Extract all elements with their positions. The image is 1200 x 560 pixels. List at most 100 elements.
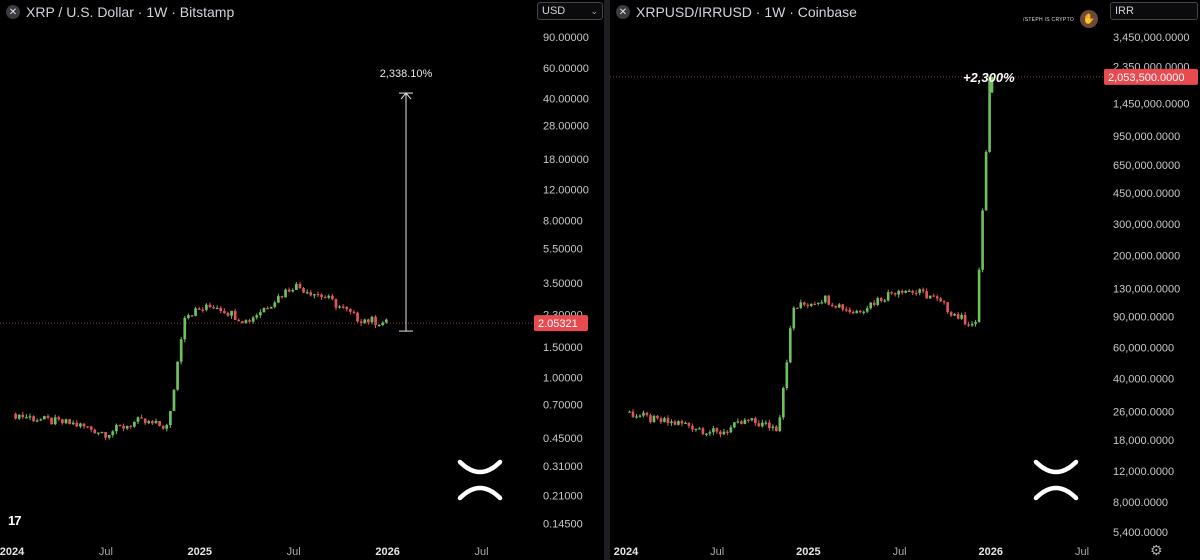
candle bbox=[921, 289, 925, 292]
panel-divider[interactable] bbox=[604, 0, 610, 560]
candle bbox=[57, 417, 61, 420]
candle bbox=[259, 312, 262, 316]
candle bbox=[740, 421, 743, 424]
y-tick-label: 0.14500 bbox=[543, 519, 583, 531]
candle bbox=[631, 411, 635, 417]
y-tick-label: 0.70000 bbox=[543, 400, 583, 412]
y-tick-label: 90.00000 bbox=[543, 32, 589, 44]
candle bbox=[68, 419, 71, 425]
candle bbox=[100, 432, 104, 434]
y-tick-label: 40,000.0000 bbox=[1113, 374, 1174, 386]
candle bbox=[834, 305, 838, 308]
gain-annotation: +2,300% bbox=[963, 70, 1015, 85]
candle bbox=[219, 307, 223, 312]
candle bbox=[158, 420, 161, 426]
close-icon[interactable]: ✕ bbox=[6, 5, 20, 19]
candle bbox=[277, 296, 280, 303]
candle bbox=[359, 321, 363, 323]
candle bbox=[673, 421, 677, 425]
candle bbox=[75, 422, 79, 427]
candle bbox=[733, 422, 736, 428]
candle bbox=[287, 289, 291, 292]
candle bbox=[151, 421, 154, 424]
close-icon[interactable]: ✕ bbox=[616, 5, 630, 19]
candle bbox=[248, 320, 251, 322]
candle bbox=[381, 322, 385, 325]
candle bbox=[886, 292, 890, 301]
gear-icon[interactable]: ⚙ bbox=[1150, 542, 1163, 558]
candle bbox=[816, 302, 820, 304]
candle bbox=[244, 320, 248, 324]
measure-label: 2,338.10% bbox=[380, 68, 433, 80]
candle bbox=[942, 301, 946, 303]
candle bbox=[295, 283, 298, 291]
candle bbox=[820, 302, 824, 304]
right-chart-panel: ✕ XRPUSD/IRRUSD · 1W · Coinbase /STEPH I… bbox=[610, 0, 1200, 560]
candle bbox=[883, 300, 887, 302]
candle bbox=[747, 419, 750, 421]
xrp-logo-icon bbox=[1033, 459, 1079, 501]
candle bbox=[956, 314, 960, 319]
y-tick-label: 8,000.0000 bbox=[1113, 497, 1168, 509]
candle bbox=[879, 298, 883, 301]
y-tick-label: 12.00000 bbox=[543, 185, 589, 197]
y-tick-label: 60.00000 bbox=[543, 63, 589, 75]
candle bbox=[736, 421, 740, 423]
candle bbox=[893, 293, 897, 295]
candle bbox=[698, 428, 701, 430]
candle bbox=[977, 269, 981, 322]
candle bbox=[642, 412, 645, 416]
candle bbox=[960, 314, 963, 319]
candle bbox=[349, 309, 352, 312]
candle bbox=[384, 319, 388, 323]
x-tick-label: Jul bbox=[474, 546, 488, 558]
candle bbox=[93, 429, 97, 434]
right-chart-canvas[interactable]: 3,450,000.00002,350,000.00001,450,000.00… bbox=[610, 0, 1200, 560]
candle bbox=[352, 311, 356, 313]
left-chart-canvas[interactable]: 90.00000 60.00000 40.00000 28.00000 18.00000… bbox=[0, 0, 604, 560]
candle bbox=[628, 411, 631, 413]
brand-watermark: /STEPH IS CRYPTO bbox=[1023, 17, 1075, 23]
candle bbox=[743, 419, 747, 424]
candle bbox=[35, 420, 39, 422]
candle bbox=[914, 292, 918, 295]
candle bbox=[61, 419, 64, 424]
candle bbox=[143, 418, 147, 424]
candle bbox=[241, 321, 244, 324]
candle bbox=[844, 309, 848, 311]
price-badge bbox=[534, 315, 588, 332]
candle bbox=[82, 423, 86, 427]
candle bbox=[291, 290, 295, 292]
measure-arrow bbox=[400, 92, 412, 100]
currency-select-irr[interactable]: IRR bbox=[1110, 2, 1198, 20]
left-chart-header: ✕ XRP / U.S. Dollar · 1W · Bitstamp bbox=[6, 3, 234, 21]
candle bbox=[963, 314, 967, 325]
candle bbox=[813, 303, 817, 306]
candle bbox=[147, 421, 151, 424]
y-tick-label: 1.50000 bbox=[543, 342, 583, 354]
candle bbox=[205, 304, 208, 310]
candle bbox=[858, 310, 862, 313]
candle bbox=[136, 417, 140, 422]
candle bbox=[89, 426, 93, 430]
candle bbox=[970, 323, 974, 326]
candle bbox=[374, 316, 377, 326]
candle bbox=[273, 302, 277, 307]
candle bbox=[904, 290, 907, 293]
currency-select-usd[interactable]: USD ⌄ bbox=[537, 2, 603, 20]
candle bbox=[316, 294, 320, 296]
candle bbox=[21, 414, 25, 418]
candle bbox=[680, 421, 684, 424]
candle bbox=[782, 388, 785, 418]
candle bbox=[79, 423, 82, 427]
candle bbox=[925, 291, 928, 299]
candle bbox=[771, 426, 775, 429]
candle bbox=[764, 422, 768, 424]
candle bbox=[262, 308, 266, 313]
candle bbox=[172, 389, 176, 411]
candle bbox=[827, 295, 831, 305]
candle bbox=[331, 295, 334, 300]
candle bbox=[789, 328, 792, 363]
candle bbox=[932, 295, 935, 297]
candle bbox=[309, 292, 313, 296]
